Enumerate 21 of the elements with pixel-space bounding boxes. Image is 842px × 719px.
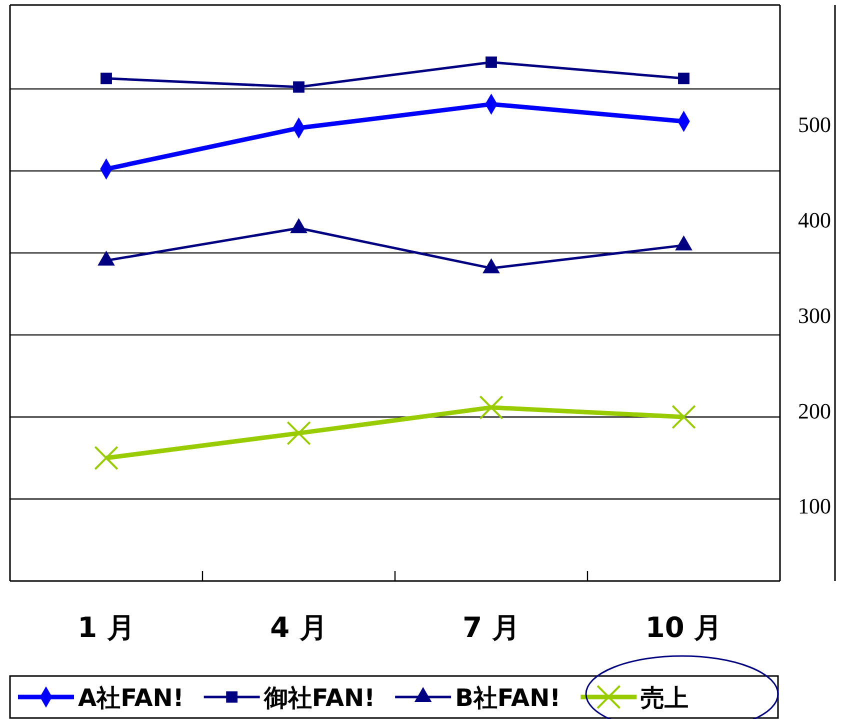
- y-tick-label: 500: [798, 112, 831, 138]
- legend-label: 御社FAN!: [262, 684, 376, 712]
- point: [94, 446, 118, 470]
- point: [293, 81, 304, 93]
- point: [672, 404, 696, 430]
- point: [100, 72, 112, 84]
- point: [678, 72, 690, 84]
- point: [286, 421, 311, 446]
- y-tick-label: 200: [798, 398, 831, 424]
- legend-label: B社FAN!: [455, 684, 561, 712]
- x-tick-label: 4 月: [270, 610, 328, 644]
- x-tick-label: 10 月: [645, 610, 722, 644]
- point: [486, 56, 497, 68]
- legend-label: 売上: [640, 684, 689, 712]
- y-tick-label: 300: [798, 302, 831, 328]
- legend-label: A社FAN!: [78, 684, 184, 712]
- y-tick-label: 400: [798, 208, 831, 233]
- y-tick-label: 100: [798, 494, 831, 519]
- x-tick-label: 7 月: [462, 610, 520, 644]
- x-tick-label: 1 月: [78, 610, 135, 644]
- point: [479, 395, 504, 420]
